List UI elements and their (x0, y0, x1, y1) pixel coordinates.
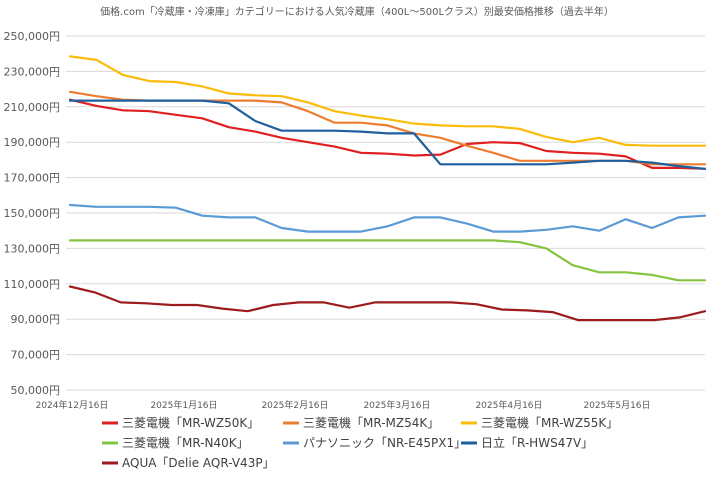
y-tick-label: 250,000円 (4, 30, 61, 43)
y-tick-label: 170,000円 (4, 172, 61, 185)
chart-title: 価格.com「冷蔵庫・冷凍庫」カテゴリーにおける人気冷蔵庫（400L〜500Lク… (100, 5, 614, 18)
x-tick-label: 2025年1月16日 (150, 399, 217, 411)
legend-label: 三菱電機「MR-WZ55K」 (481, 415, 618, 430)
series-line (68, 55, 707, 147)
y-tick-label: 150,000円 (4, 207, 61, 220)
series-lines (68, 55, 707, 322)
series-line (68, 285, 707, 322)
x-tick-label: 2025年5月16日 (583, 399, 650, 411)
series-line (68, 98, 707, 170)
x-tick-label: 2025年4月16日 (475, 399, 542, 411)
legend-label: 三菱電機「MR-WZ50K」 (122, 415, 259, 430)
y-tick-label: 190,000円 (4, 136, 61, 149)
y-tick-label: 50,000円 (11, 384, 61, 397)
legend-label: パナソニック「NR-E45PX1」 (303, 436, 466, 450)
y-tick-label: 230,000円 (4, 65, 61, 78)
x-axis-ticks: 2024年12月16日 2025年1月16日 2025年2月16日 2025年3月16… (36, 399, 651, 411)
legend-label: AQUA「Delie AQR-V43P」 (122, 456, 275, 470)
series-line (68, 239, 707, 282)
y-tick-label: 70,000円 (11, 349, 61, 362)
x-tick-label: 2025年3月16日 (363, 399, 430, 411)
x-tick-label: 2024年12月16日 (36, 399, 109, 411)
y-axis-ticks: 50,000円 70,000円 90,000円 110,000円 130,000円 150… (4, 30, 61, 397)
y-tick-label: 210,000円 (4, 101, 61, 114)
y-tick-label: 90,000円 (11, 313, 61, 326)
legend-label: 三菱電機「MR-MZ54K」 (303, 415, 439, 430)
legend: 三菱電機「MR-WZ50K」 三菱電機「MR-MZ54K」 三菱電機「MR-WZ55… (102, 415, 618, 470)
series-line (68, 203, 707, 233)
legend-label: 三菱電機「MR-N40K」 (122, 435, 249, 450)
series-line (68, 99, 707, 170)
y-tick-label: 110,000円 (4, 278, 61, 291)
x-tick-label: 2025年2月16日 (261, 399, 328, 411)
grid (66, 35, 705, 391)
legend-label: 日立「R-HWS47V」 (481, 435, 593, 450)
y-tick-label: 130,000円 (4, 242, 61, 255)
